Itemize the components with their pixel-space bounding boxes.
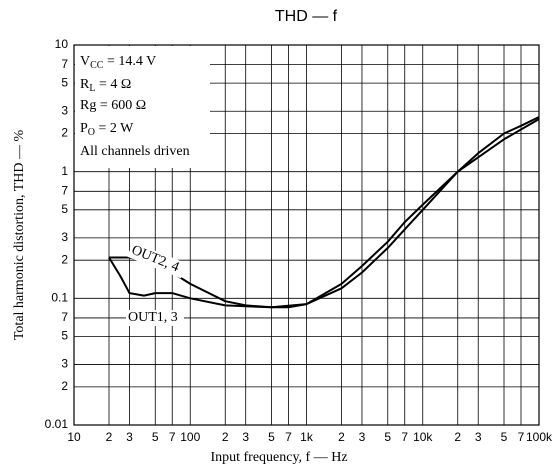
x-tick-label: 2 — [454, 430, 461, 444]
y-tick-label: 7 — [61, 183, 68, 197]
series-label-bg — [126, 310, 184, 326]
condition-symbol: R — [80, 77, 90, 92]
x-tick-label: 100 — [180, 430, 200, 444]
condition-value: = 14.4 V — [103, 54, 156, 69]
x-tick-label: 1k — [300, 430, 314, 444]
y-tick-label: 1 — [61, 164, 68, 178]
y-tick-label: 2 — [61, 379, 68, 393]
condition-symbol: P — [80, 121, 88, 136]
x-tick-label: 2 — [222, 430, 229, 444]
y-tick-label: 2 — [61, 126, 68, 140]
condition-subscript: CC — [90, 60, 104, 71]
x-tick-label: 7 — [169, 430, 176, 444]
y-tick-label: 7 — [61, 310, 68, 324]
condition: Rg = 600 Ω — [80, 98, 146, 113]
conditions-box — [75, 46, 210, 168]
x-tick-label: 100k — [526, 430, 553, 444]
x-tick-label: 10k — [413, 430, 433, 444]
series-label: OUT1, 3 — [128, 310, 178, 325]
condition-symbol: V — [80, 54, 90, 69]
condition: All channels driven — [80, 144, 190, 159]
x-tick-label: 3 — [475, 430, 482, 444]
x-tick-label: 7 — [285, 430, 292, 444]
y-tick-label: 5 — [61, 75, 68, 89]
y-tick-label: 10 — [55, 37, 69, 51]
x-tick-label: 5 — [501, 430, 508, 444]
y-tick-label: 7 — [61, 57, 68, 71]
y-tick-label: 5 — [61, 329, 68, 343]
condition: RL = 4 Ω — [80, 77, 131, 94]
x-tick-label: 7 — [518, 430, 525, 444]
x-tick-label: 7 — [401, 430, 408, 444]
condition-symbol: Rg — [80, 98, 96, 113]
x-tick-label: 5 — [152, 430, 159, 444]
x-tick-label: 5 — [268, 430, 275, 444]
y-tick-label: 2 — [61, 252, 68, 266]
condition: VCC = 14.4 V — [80, 54, 156, 71]
y-tick-label: 0.01 — [45, 417, 69, 431]
x-tick-label: 5 — [384, 430, 391, 444]
x-tick-label: 2 — [338, 430, 345, 444]
series-label-bg — [127, 241, 187, 279]
condition-value: = 4 Ω — [95, 77, 131, 92]
condition-value: = 600 Ω — [96, 98, 146, 113]
chart-title: THD — f — [275, 8, 338, 25]
condition: PO = 2 W — [80, 121, 134, 138]
x-tick-label: 10 — [67, 430, 81, 444]
series-line — [108, 118, 540, 309]
x-tick-label: 2 — [106, 430, 113, 444]
y-tick-label: 3 — [61, 230, 68, 244]
condition-subscript: O — [88, 127, 95, 138]
condition-symbol: All channels driven — [80, 144, 190, 159]
condition-subscript: L — [89, 83, 95, 94]
x-tick-label: 3 — [242, 430, 249, 444]
y-tick-label: 3 — [61, 357, 68, 371]
y-tick-label: 0.1 — [51, 291, 68, 305]
y-tick-label: 5 — [61, 202, 68, 216]
plot-frame — [73, 44, 540, 426]
condition-value: = 2 W — [95, 121, 134, 136]
x-tick-label: 3 — [126, 430, 133, 444]
y-tick-label: 3 — [61, 103, 68, 117]
x-axis-label: Input frequency, f — Hz — [210, 450, 347, 465]
x-tick-label: 3 — [359, 430, 366, 444]
y-axis-label: Total harmonic distortion, THD — % — [12, 130, 27, 341]
